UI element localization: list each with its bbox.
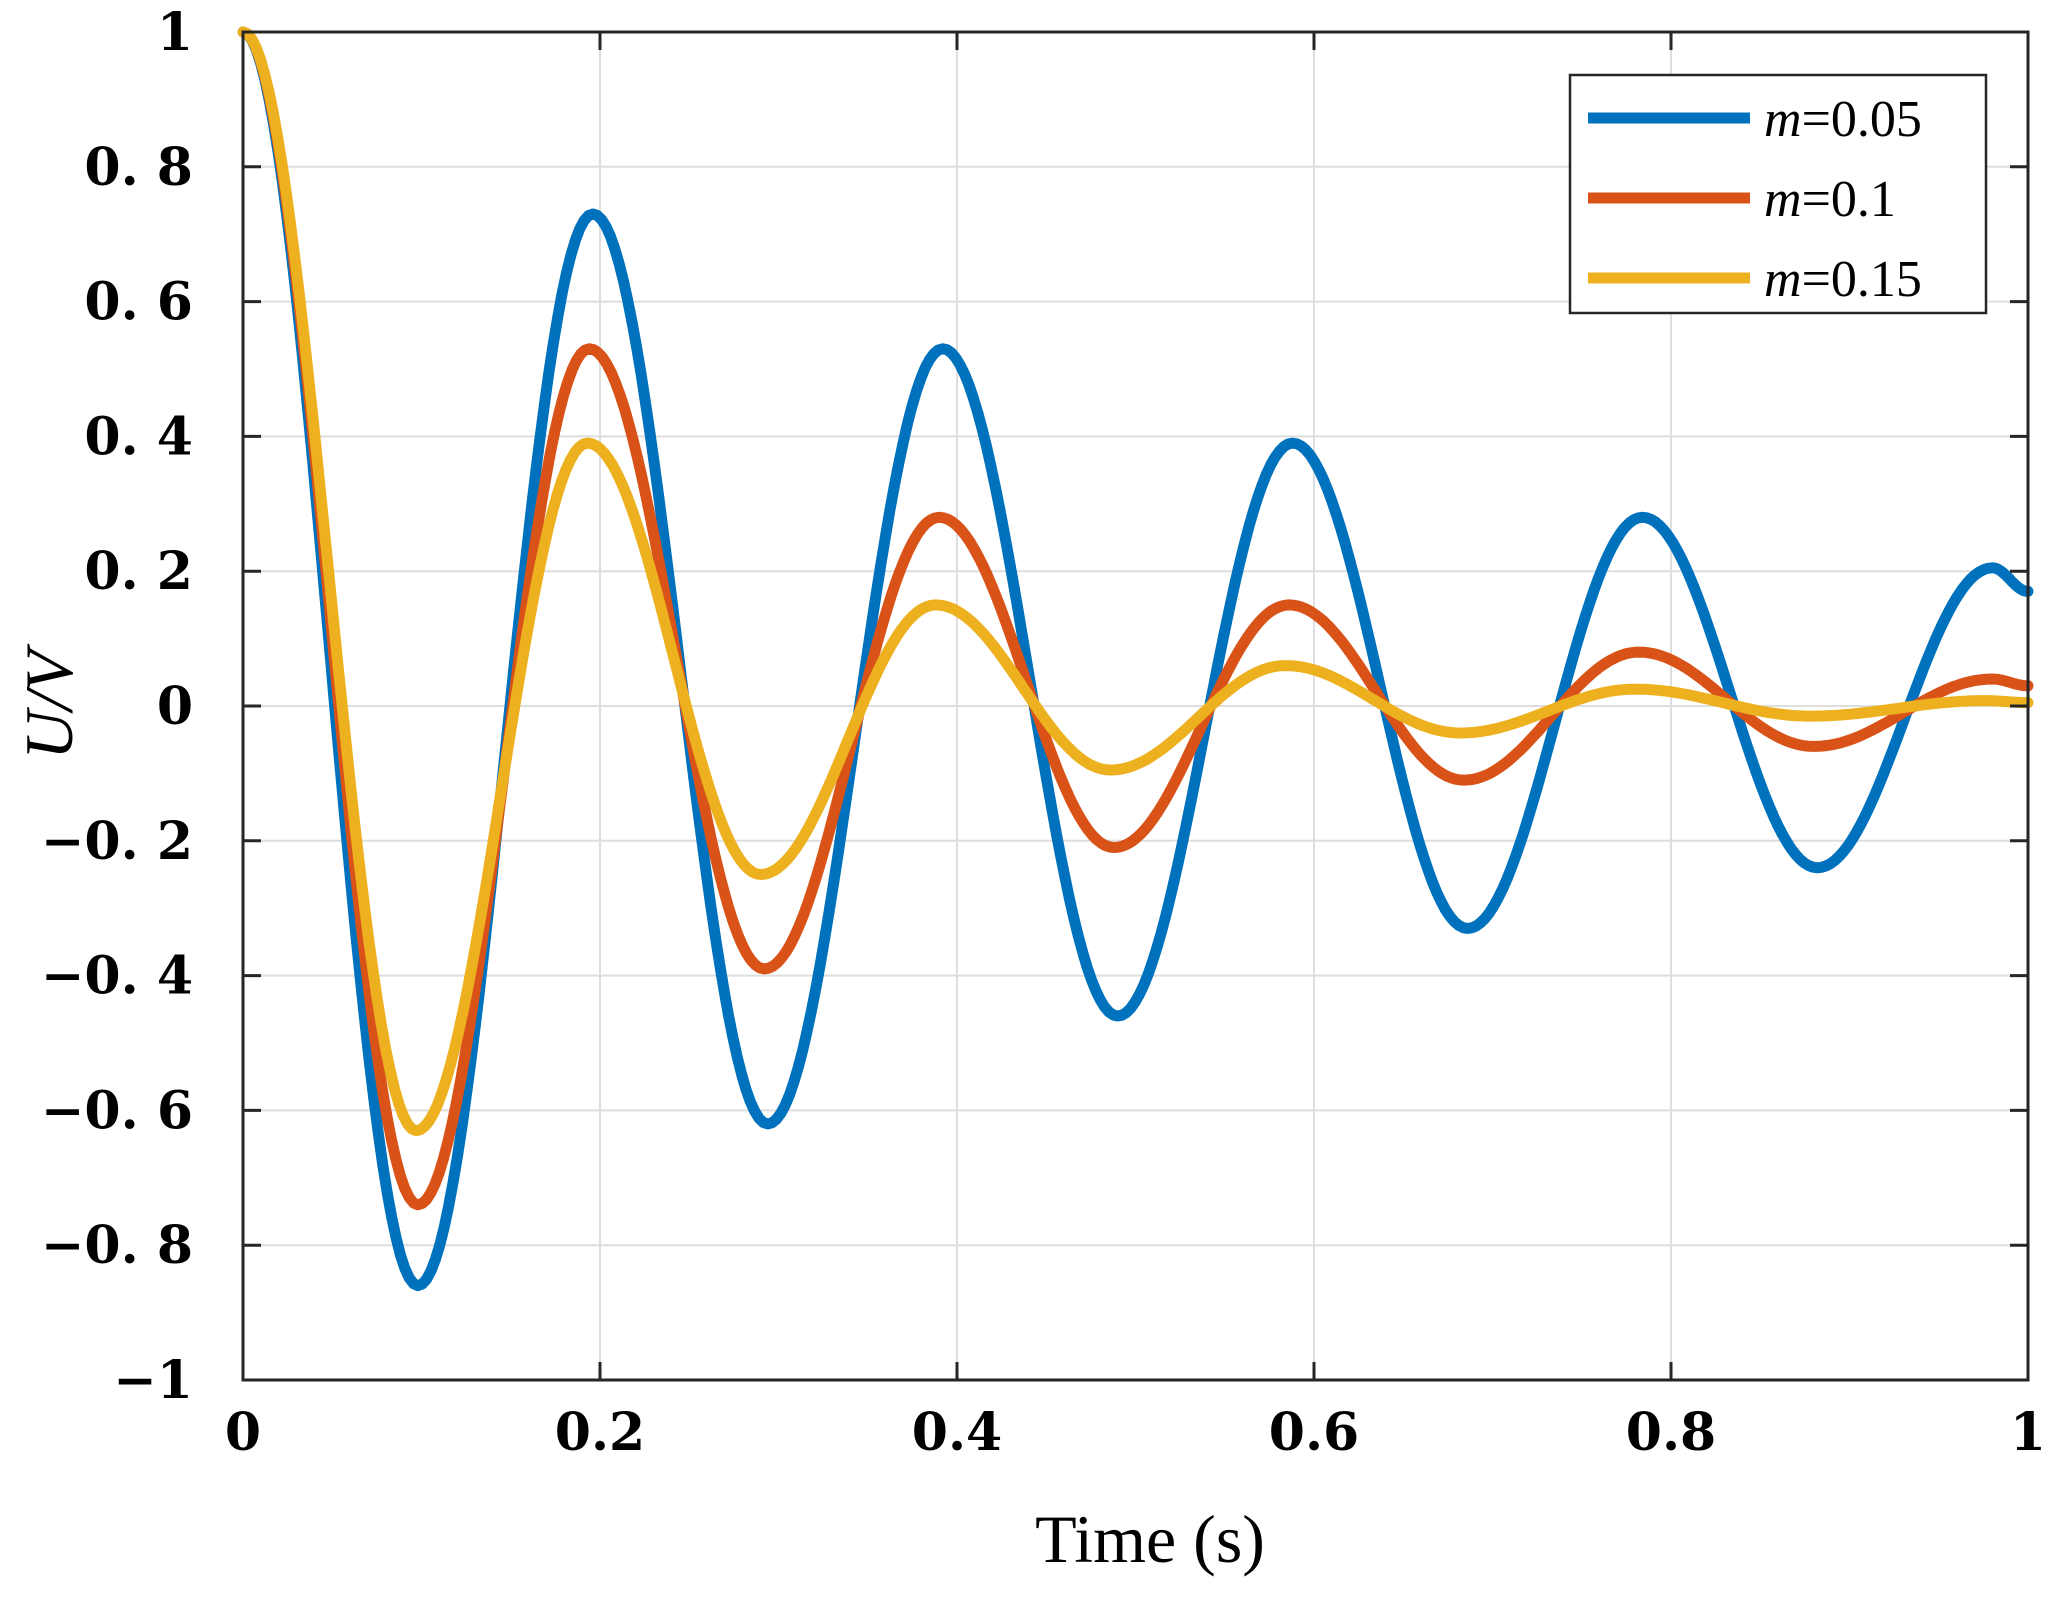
legend-label: m=0.05	[1764, 91, 1922, 148]
y-tick-label: −0. 6	[41, 1080, 193, 1141]
x-tick-label: 1	[2010, 1402, 2046, 1463]
y-tick-label: 1	[157, 2, 193, 63]
y-tick-label: −0. 8	[41, 1215, 193, 1276]
y-tick-label: 0	[157, 676, 193, 737]
y-axis-title: U/V	[11, 643, 87, 760]
x-tick-label: 0	[225, 1402, 261, 1463]
series-line-3	[237, 26, 2034, 1137]
y-tick-label: 0. 8	[84, 137, 193, 198]
y-tick-label: 0. 2	[84, 541, 193, 602]
x-tick-label: 0.2	[555, 1402, 645, 1463]
y-tick-label: −0. 2	[41, 811, 193, 872]
y-tick-label: −0. 4	[41, 946, 193, 1007]
x-tick-labels: 0 0.2 0.4 0.6 0.8 1	[225, 1402, 2046, 1463]
legend: m=0.05 m=0.1 m=0.15	[1568, 73, 1988, 315]
legend-label: m=0.1	[1764, 171, 1896, 228]
x-tick-label: 0.6	[1269, 1402, 1359, 1463]
axis-ticks	[241, 30, 2030, 1382]
series-line-2	[237, 26, 2034, 1211]
grid	[242, 31, 2029, 1381]
y-tick-labels: 1 0. 8 0. 6 0. 4 0. 2 0 −0. 2 −0. 4 −0. 6 −0. 8 −1	[41, 2, 193, 1411]
x-tick-label: 0.8	[1626, 1402, 1716, 1463]
x-axis-title: Time (s)	[1035, 1501, 1265, 1577]
y-tick-label: 0. 4	[84, 406, 193, 467]
y-tick-label: 0. 6	[84, 272, 193, 333]
y-tick-label: −1	[113, 1350, 193, 1411]
plot-lines	[237, 26, 2034, 1292]
x-tick-label: 0.4	[912, 1402, 1002, 1463]
legend-label: m=0.15	[1764, 251, 1922, 308]
